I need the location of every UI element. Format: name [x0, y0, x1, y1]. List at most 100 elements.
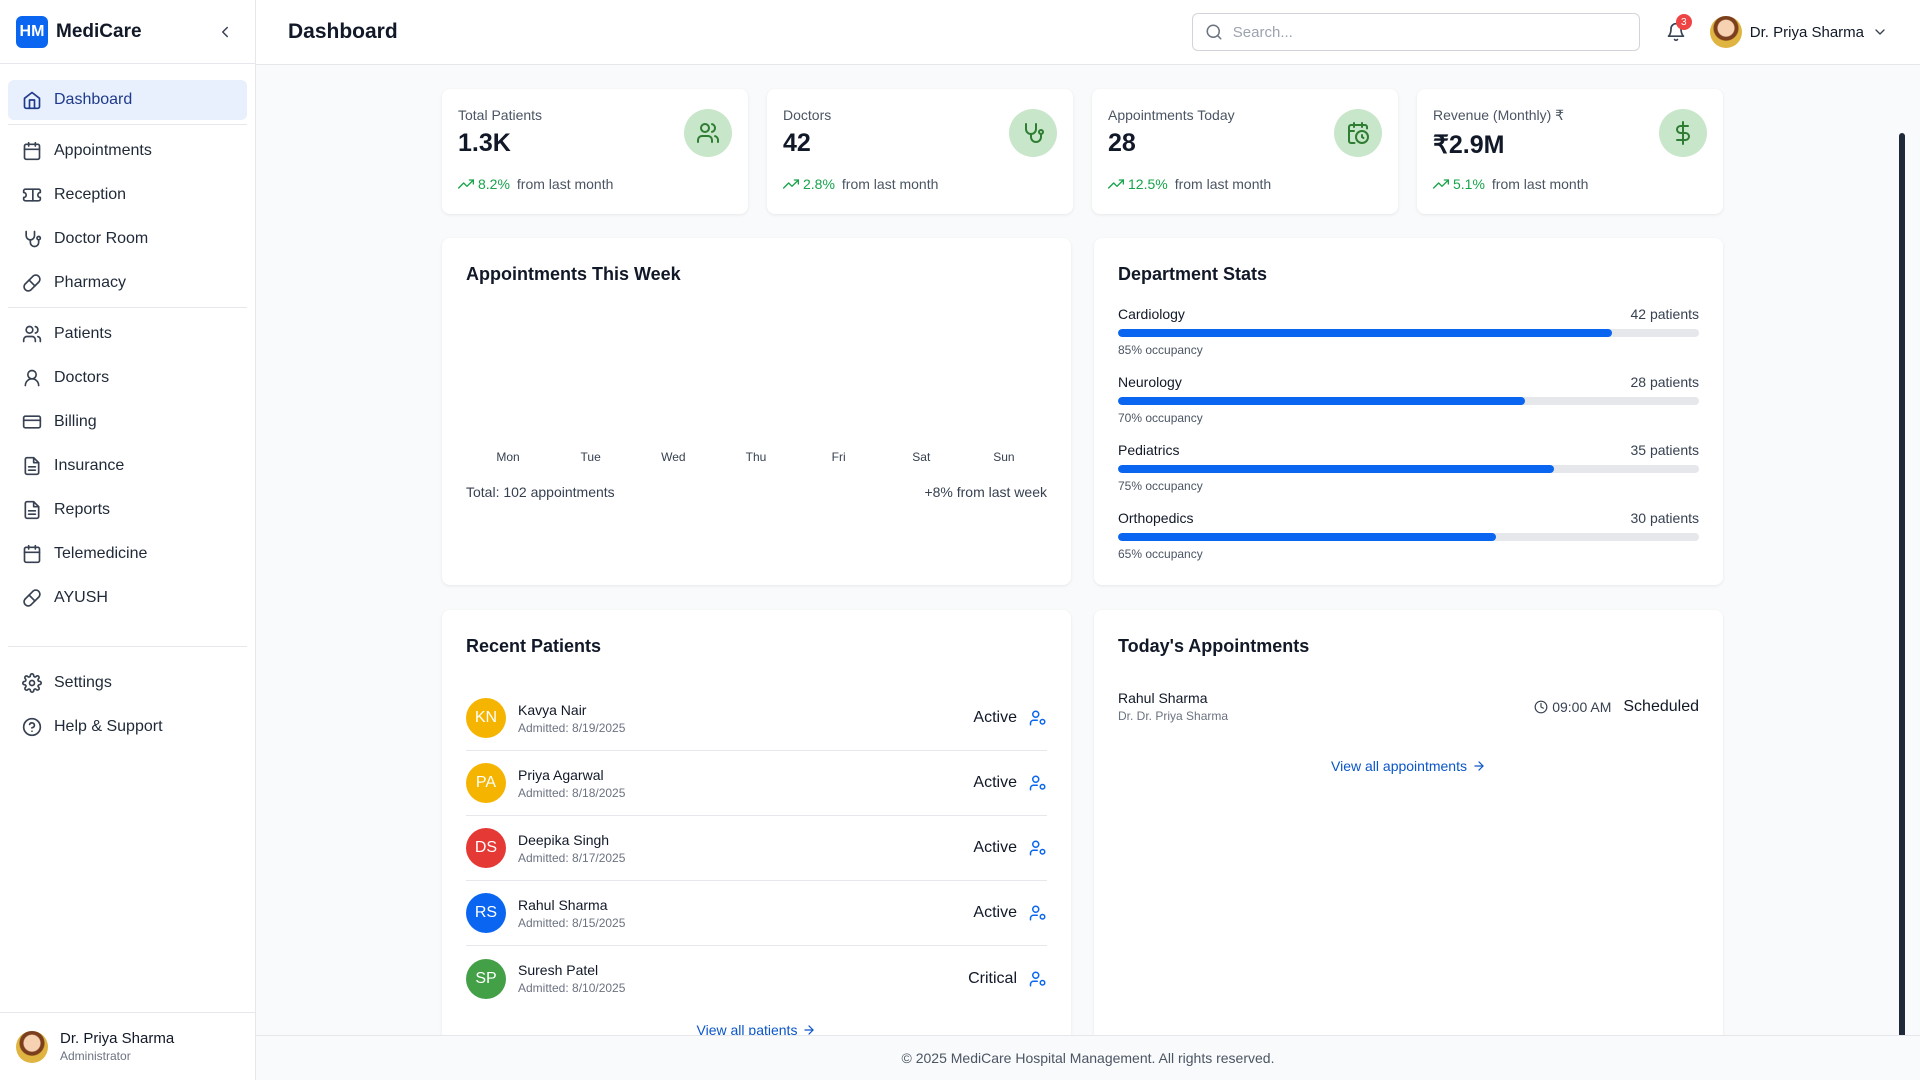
occupancy-bar-fill	[1118, 329, 1612, 337]
appointment-status: Scheduled	[1623, 697, 1699, 715]
trending-up-icon	[458, 179, 474, 189]
search-input[interactable]	[1232, 23, 1613, 41]
main-scrollbar[interactable]	[1899, 133, 1905, 1035]
header-user-name: Dr. Priya Sharma	[1749, 23, 1864, 41]
sidebar-item-appointments[interactable]: Appointments	[8, 131, 247, 171]
sidebar-item-telemedicine[interactable]: Telemedicine	[8, 534, 247, 574]
sidebar-bottom-nav: Settings Help & Support	[8, 646, 247, 751]
sidebar-item-label: Insurance	[54, 457, 125, 474]
patient-admitted: Admitted: 8/17/2025	[518, 850, 626, 865]
dept-occupancy: 75% occupancy	[1118, 479, 1203, 493]
sidebar-item-reports[interactable]: Reports	[8, 490, 247, 530]
stat-card-appointments-today: Appointments Today 28 12.5% from last mo…	[1092, 89, 1398, 214]
stat-trend-text: from last month	[516, 176, 614, 192]
sidebar-item-pharmacy[interactable]: Pharmacy	[8, 263, 247, 303]
recent-patients-panel: Recent Patients KN Kavya Nair Admitted: 8…	[442, 610, 1071, 1035]
patient-admitted: Admitted: 8/18/2025	[518, 785, 626, 800]
appointments-week-panel: Appointments This Week Mon Tue Wed Thu F…	[442, 238, 1071, 585]
occupancy-bar	[1118, 329, 1699, 337]
stat-trend: 2.8% from last month	[783, 176, 938, 192]
help-circle-icon	[22, 717, 42, 737]
sidebar-item-doctor-room[interactable]: Doctor Room	[8, 219, 247, 259]
list-item[interactable]: KN Kavya Nair Admitted: 8/19/2025 Active	[466, 686, 1047, 751]
list-item[interactable]: PA Priya Agarwal Admitted: 8/18/2025 Acti…	[466, 751, 1047, 816]
stat-trend-text: from last month	[841, 176, 939, 192]
stat-value: 28	[1108, 129, 1136, 157]
sidebar-item-reception[interactable]: Reception	[8, 175, 247, 215]
sidebar-item-insurance[interactable]: Insurance	[8, 446, 247, 486]
sidebar-item-dashboard[interactable]: Dashboard	[8, 80, 247, 120]
sidebar: HM MediCare Dashboard Appointments Recep…	[0, 0, 256, 1080]
sidebar-item-patients[interactable]: Patients	[8, 314, 247, 354]
patient-status: Active	[973, 709, 1017, 726]
patient-name: Suresh Patel	[518, 962, 599, 978]
user-cog-icon[interactable]	[1029, 839, 1047, 857]
search-box[interactable]	[1191, 13, 1640, 51]
sidebar-item-label: Doctor Room	[54, 230, 149, 247]
brand: HM MediCare	[0, 0, 255, 64]
chevron-down-icon	[1875, 29, 1885, 35]
calendar-icon	[23, 544, 41, 564]
stat-card-total-patients: Total Patients 1.3K 8.2% from last month	[442, 89, 748, 214]
page-title: Dashboard	[288, 20, 398, 43]
occupancy-bar	[1118, 533, 1699, 541]
list-item[interactable]: RS Rahul Sharma Admitted: 8/15/2025 Activ…	[466, 881, 1047, 946]
view-all-appointments-link[interactable]: View all appointments	[1094, 758, 1723, 774]
user-cog-icon[interactable]	[1029, 904, 1047, 922]
sidebar-item-label: Pharmacy	[54, 274, 127, 291]
brand-name: MediCare	[56, 20, 142, 42]
patient-name: Rahul Sharma	[518, 896, 608, 913]
stethoscope-icon	[25, 230, 42, 248]
patient-status: Active	[973, 904, 1017, 921]
stat-label: Doctors	[783, 107, 832, 123]
dept-count: 30 patients	[1630, 510, 1700, 526]
patient-avatar: DS	[466, 828, 506, 868]
stat-card-revenue: Revenue (Monthly) ₹ ₹2.9M 5.1% from last…	[1417, 89, 1723, 214]
panel-title: Department Stats	[1118, 264, 1268, 284]
day-label-tue: Tue	[580, 450, 601, 464]
sidebar-nav: Dashboard Appointments Reception Doctor …	[0, 64, 255, 618]
arrow-right-icon	[1474, 761, 1484, 771]
collapse-sidebar-button[interactable]	[211, 18, 239, 46]
appointment-time-text: 09:00 AM	[1552, 698, 1612, 715]
user-cog-icon[interactable]	[1029, 709, 1047, 727]
sidebar-item-label: Appointments	[54, 142, 152, 159]
patient-name: Deepika Singh	[518, 831, 610, 848]
stat-trend: 8.2% from last month	[458, 176, 613, 192]
sidebar-item-doctors[interactable]: Doctors	[8, 358, 247, 398]
patient-avatar: PA	[466, 763, 506, 803]
patient-avatar: RS	[466, 893, 506, 933]
main-content: Total Patients 1.3K 8.2% from last month…	[256, 65, 1909, 1035]
user-cog-icon[interactable]	[1029, 970, 1047, 988]
day-label-sun: Sun	[993, 450, 1015, 464]
sidebar-user-profile[interactable]: Dr. Priya Sharma Administrator	[0, 1012, 255, 1080]
stat-label: Appointments Today	[1108, 107, 1235, 123]
appointment-row[interactable]: Rahul Sharma Dr. Dr. Priya Sharma 09:00 …	[1118, 690, 1699, 723]
user-menu-button[interactable]: Dr. Priya Sharma	[1709, 16, 1888, 48]
users-icon	[22, 325, 42, 343]
occupancy-bar-fill	[1118, 533, 1496, 541]
appointment-patient: Rahul Sharma	[1118, 690, 1208, 706]
sidebar-item-ayush[interactable]: AYUSH	[8, 578, 247, 618]
sidebar-item-label: Patients	[54, 325, 112, 342]
week-change: +8% from last week	[924, 484, 1047, 500]
stat-value: 42	[783, 129, 811, 157]
stat-icon	[1659, 109, 1707, 157]
sidebar-item-billing[interactable]: Billing	[8, 402, 247, 442]
list-item[interactable]: SP Suresh Patel Admitted: 8/10/2025 Criti…	[466, 946, 1047, 1011]
notifications-button[interactable]: 3	[1658, 14, 1694, 50]
sidebar-item-help[interactable]: Help & Support	[8, 707, 247, 747]
panel-title: Recent Patients	[466, 636, 602, 656]
user-cog-icon[interactable]	[1029, 774, 1047, 792]
patient-status: Active	[973, 774, 1017, 791]
sidebar-item-settings[interactable]: Settings	[8, 663, 247, 703]
patient-name: Kavya Nair	[518, 701, 587, 718]
stat-icon	[684, 109, 732, 157]
week-summary: Total: 102 appointments +8% from last we…	[466, 484, 1047, 500]
clock-icon	[1534, 700, 1548, 713]
view-all-patients-link[interactable]: View all patients	[442, 1022, 1071, 1035]
dept-neurology: Neurology 28 patients 70% occupancy	[1118, 374, 1699, 425]
list-item[interactable]: DS Deepika Singh Admitted: 8/17/2025 Acti…	[466, 816, 1047, 881]
patient-avatar: KN	[466, 698, 506, 738]
todays-appointments-panel: Today's Appointments Rahul Sharma Dr. Dr…	[1094, 610, 1723, 1035]
